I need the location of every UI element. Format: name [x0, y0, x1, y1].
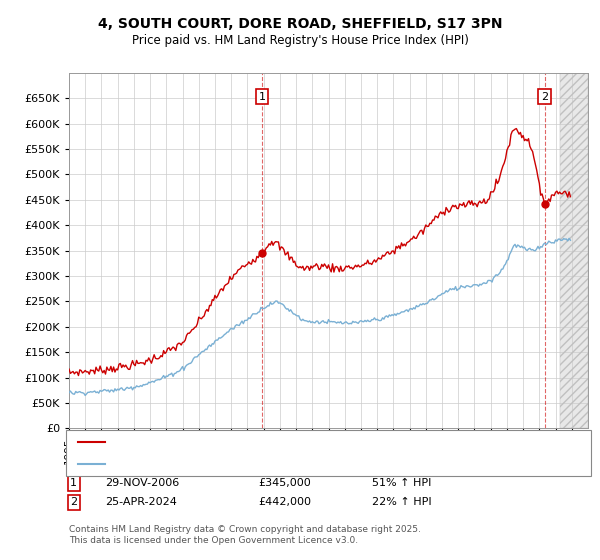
- Text: 1: 1: [70, 478, 77, 488]
- Text: 4, SOUTH COURT, DORE ROAD, SHEFFIELD, S17 3PN (detached house): 4, SOUTH COURT, DORE ROAD, SHEFFIELD, S1…: [110, 437, 476, 446]
- Text: 29-NOV-2006: 29-NOV-2006: [105, 478, 179, 488]
- Text: HPI: Average price, detached house, Sheffield: HPI: Average price, detached house, Shef…: [110, 459, 349, 469]
- Text: 2: 2: [70, 497, 77, 507]
- Text: 25-APR-2024: 25-APR-2024: [105, 497, 177, 507]
- Text: 2: 2: [541, 92, 548, 102]
- Text: Price paid vs. HM Land Registry's House Price Index (HPI): Price paid vs. HM Land Registry's House …: [131, 34, 469, 46]
- Text: 22% ↑ HPI: 22% ↑ HPI: [372, 497, 431, 507]
- Polygon shape: [560, 73, 588, 428]
- Text: £345,000: £345,000: [258, 478, 311, 488]
- Text: Contains HM Land Registry data © Crown copyright and database right 2025.
This d: Contains HM Land Registry data © Crown c…: [69, 525, 421, 545]
- Text: £442,000: £442,000: [258, 497, 311, 507]
- Text: 51% ↑ HPI: 51% ↑ HPI: [372, 478, 431, 488]
- Text: 4, SOUTH COURT, DORE ROAD, SHEFFIELD, S17 3PN: 4, SOUTH COURT, DORE ROAD, SHEFFIELD, S1…: [98, 17, 502, 31]
- Text: 1: 1: [259, 92, 266, 102]
